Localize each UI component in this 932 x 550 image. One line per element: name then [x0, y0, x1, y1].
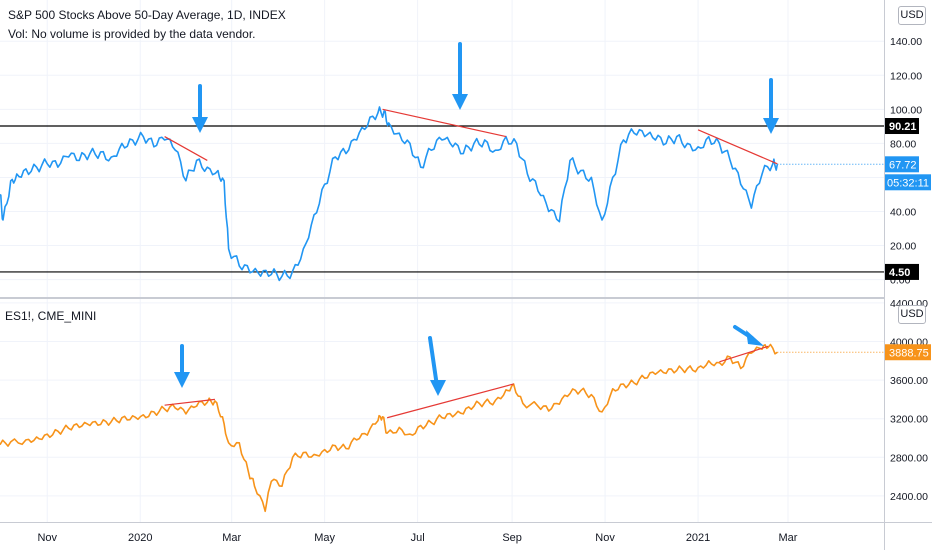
currency-button-upper[interactable]: USD	[898, 6, 926, 25]
trendline-upper-1	[164, 136, 208, 161]
trendline-upper-3	[697, 129, 778, 165]
y-tick-label: 40.00	[890, 206, 916, 218]
x-tick-label: Jul	[411, 532, 425, 544]
countdown-label: 05:32:11	[887, 177, 929, 189]
y-tick-label: 2800.00	[890, 452, 928, 464]
arrow-head	[452, 94, 468, 110]
last-value-badge	[885, 344, 931, 361]
level-value-label: 90.21	[889, 121, 917, 133]
arrow-upper-2	[452, 42, 468, 110]
x-tick-label: Nov	[595, 532, 615, 544]
last-value-label: 3888.75	[889, 347, 929, 359]
level-value-label: 4.50	[889, 267, 910, 279]
es-series-title: ES1!, CME_MINI	[5, 309, 97, 323]
y-tick-label: 3600.00	[890, 375, 928, 387]
countdown-badge	[885, 174, 931, 191]
trendline-lower-1	[164, 398, 215, 406]
trendline-upper-2	[382, 108, 507, 138]
arrow-lower-1	[174, 344, 190, 388]
x-tick-label: Mar	[222, 532, 241, 544]
y-tick-label: 100.00	[890, 104, 922, 116]
arrow-head	[430, 380, 446, 396]
y-tick-label: 120.00	[890, 70, 922, 82]
y-tick-label: 80.00	[890, 138, 916, 150]
arrow-head	[763, 118, 779, 134]
x-tick-label: May	[314, 532, 335, 544]
arrow-lower-3	[733, 325, 764, 346]
x-tick-label: Sep	[502, 532, 522, 544]
arrow-shaft	[428, 336, 439, 384]
arrow-head	[746, 330, 764, 346]
x-tick-label: Mar	[779, 532, 798, 544]
trendline-lower-3	[719, 345, 769, 363]
arrow-upper-1	[192, 84, 208, 133]
last-value-badge	[885, 156, 919, 173]
volume-note: Vol: No volume is provided by the data v…	[8, 27, 256, 41]
y-tick-label: 20.00	[890, 241, 916, 253]
trendline-lower-2	[386, 383, 514, 419]
last-value-label: 67.72	[889, 159, 917, 171]
y-tick-label: 2400.00	[890, 491, 928, 503]
x-tick-label: 2020	[128, 532, 152, 544]
chart-title: S&P 500 Stocks Above 50-Day Average, 1D,…	[8, 8, 286, 22]
x-tick-label: 2021	[686, 532, 710, 544]
es-series-line	[0, 343, 778, 513]
level-badge	[885, 263, 919, 280]
y-tick-label: 140.00	[890, 36, 922, 48]
arrow-head	[174, 372, 190, 388]
breadth-series-line	[0, 106, 779, 282]
arrow-head	[192, 117, 208, 133]
y-tick-label: 3200.00	[890, 414, 928, 426]
arrow-upper-3	[763, 78, 779, 134]
level-badge	[885, 118, 919, 135]
x-tick-label: Nov	[37, 532, 57, 544]
currency-button-lower[interactable]: USD	[898, 305, 926, 324]
arrow-lower-2	[428, 336, 446, 396]
